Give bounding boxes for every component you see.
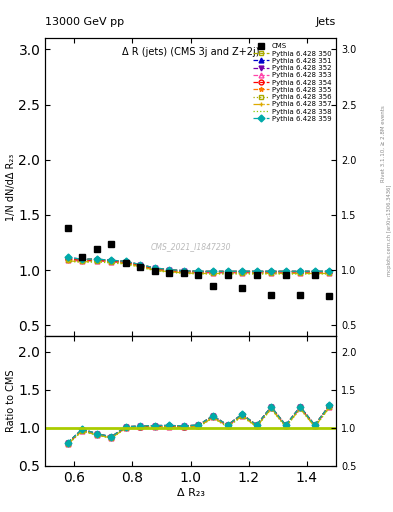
- Text: 13000 GeV pp: 13000 GeV pp: [45, 16, 124, 27]
- Text: mcplots.cern.ch [arXiv:1306.3436]: mcplots.cern.ch [arXiv:1306.3436]: [387, 185, 392, 276]
- X-axis label: Δ R₂₃: Δ R₂₃: [176, 487, 205, 498]
- Text: Jets: Jets: [316, 16, 336, 27]
- Y-axis label: 1/N dN/dΔ R₂₃: 1/N dN/dΔ R₂₃: [6, 154, 16, 221]
- Y-axis label: Ratio to CMS: Ratio to CMS: [6, 370, 16, 433]
- Text: Rivet 3.1.10, ≥ 2.8M events: Rivet 3.1.10, ≥ 2.8M events: [381, 105, 386, 182]
- Text: CMS_2021_I1847230: CMS_2021_I1847230: [151, 243, 231, 251]
- Text: Δ R (jets) (CMS 3j and Z+2j): Δ R (jets) (CMS 3j and Z+2j): [122, 47, 259, 57]
- Legend: CMS, Pythia 6.428 350, Pythia 6.428 351, Pythia 6.428 352, Pythia 6.428 353, Pyt: CMS, Pythia 6.428 350, Pythia 6.428 351,…: [252, 42, 332, 123]
